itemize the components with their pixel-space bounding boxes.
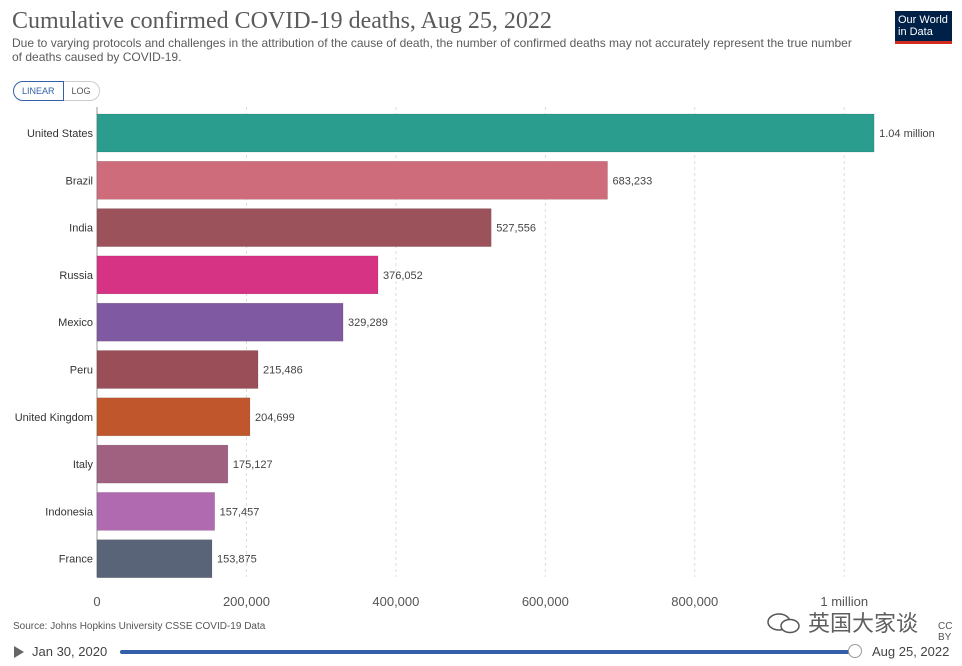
category-label: India bbox=[69, 223, 94, 235]
bar bbox=[96, 350, 259, 389]
category-label: France bbox=[59, 554, 93, 566]
x-tick-label: 1 million bbox=[820, 594, 868, 609]
bar bbox=[96, 397, 251, 437]
bar-chart: 0 200,000 400,000 600,000 800,000 1 million Un… bbox=[15, 107, 935, 609]
timeline-fill bbox=[120, 650, 852, 654]
bar bbox=[96, 255, 379, 295]
watermark-text: 英国大家谈 bbox=[808, 612, 919, 637]
source-note[interactable]: Source: Johns Hopkins University CSSE CO… bbox=[13, 621, 266, 632]
x-tick-label: 600,000 bbox=[522, 594, 569, 609]
chart-subtitle: Due to varying protocols and challenges … bbox=[12, 36, 852, 64]
scale-toggle: LINEAR LOG bbox=[13, 81, 100, 101]
data-label: 215,486 bbox=[263, 365, 303, 377]
linear-scale-button[interactable]: LINEAR bbox=[13, 81, 64, 101]
data-label: 683,233 bbox=[613, 175, 653, 187]
chart-title: Cumulative confirmed COVID-19 deaths, Au… bbox=[12, 8, 552, 34]
data-label: 204,699 bbox=[255, 412, 295, 424]
timeline-handle[interactable] bbox=[848, 644, 862, 658]
bar bbox=[96, 113, 875, 153]
x-tick-label: 400,000 bbox=[372, 594, 419, 609]
wechat-icon bbox=[767, 613, 800, 634]
bar bbox=[96, 208, 492, 247]
category-label: United States bbox=[27, 128, 94, 140]
data-label: 329,289 bbox=[348, 317, 388, 329]
category-label: Russia bbox=[59, 270, 94, 282]
log-scale-button[interactable]: LOG bbox=[63, 81, 100, 101]
category-label: Indonesia bbox=[45, 506, 94, 518]
timeline-track[interactable] bbox=[120, 650, 852, 654]
data-label: 376,052 bbox=[383, 270, 423, 282]
category-label: Mexico bbox=[58, 317, 93, 329]
bar bbox=[96, 492, 215, 531]
bar bbox=[96, 302, 344, 342]
data-label: 157,457 bbox=[220, 506, 260, 518]
category-label: Peru bbox=[70, 365, 93, 377]
data-label: 527,556 bbox=[496, 223, 536, 235]
data-label: 1.04 million bbox=[879, 128, 935, 140]
data-label: 175,127 bbox=[233, 459, 273, 471]
x-tick-label: 800,000 bbox=[671, 594, 718, 609]
data-label: 153,875 bbox=[217, 554, 257, 566]
license-badge[interactable]: CC BY bbox=[938, 621, 953, 643]
timeline-start-label: Jan 30, 2020 bbox=[32, 644, 108, 659]
bar bbox=[96, 444, 229, 484]
category-label: Brazil bbox=[65, 175, 93, 187]
timeline-end-label: Aug 25, 2022 bbox=[872, 644, 950, 659]
x-tick-label: 200,000 bbox=[223, 594, 270, 609]
bar bbox=[96, 539, 213, 578]
owid-logo[interactable]: Our World in Data bbox=[895, 11, 952, 44]
play-icon[interactable] bbox=[14, 646, 24, 658]
timeline: Jan 30, 2020 Aug 25, 2022 bbox=[0, 640, 962, 666]
x-tick-label: 0 bbox=[93, 594, 100, 609]
category-label: Italy bbox=[73, 459, 94, 471]
category-label: United Kingdom bbox=[15, 412, 93, 424]
bar bbox=[96, 161, 608, 200]
